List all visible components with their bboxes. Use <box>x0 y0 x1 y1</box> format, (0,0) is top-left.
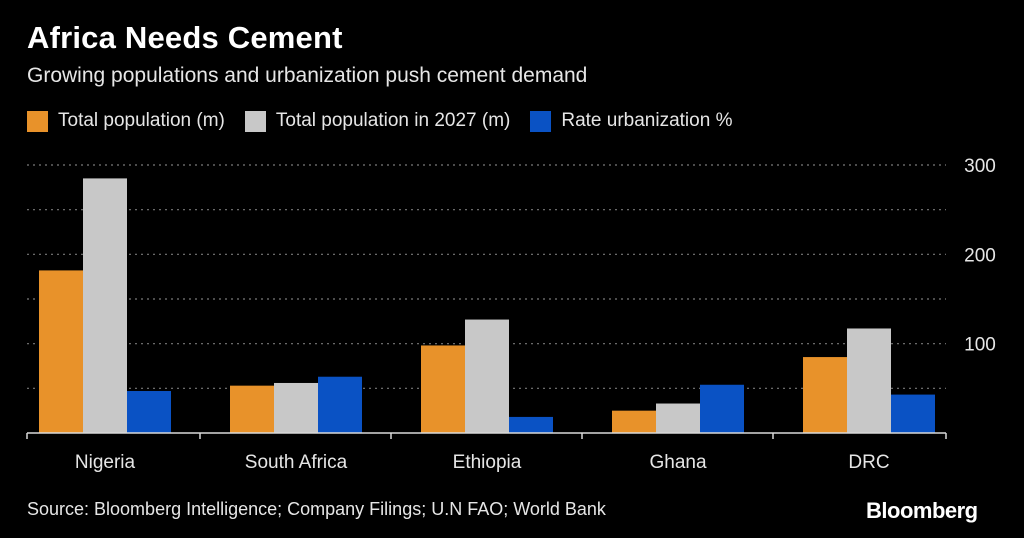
x-tick-label-drc: DRC <box>848 452 889 473</box>
bar-ethiopia-rate-urbanization <box>509 416 553 433</box>
legend-label-urbanization-rate: Rate urbanization % <box>561 110 733 131</box>
x-tick-label-nigeria: Nigeria <box>75 452 136 473</box>
bar-ethiopia-total-population-m <box>421 345 465 433</box>
legend-item-population-2027: Total population in 2027 (m) <box>244 110 511 132</box>
bar-ghana-total-population-m <box>612 410 656 433</box>
bars <box>39 178 935 433</box>
axes: 300 200 100 Nigeria South Africa Ethiopia Ghan… <box>26 156 996 473</box>
x-tick-label-ethiopia: Ethiopia <box>453 452 522 473</box>
legend-label-population-2027: Total population in 2027 (m) <box>275 110 511 131</box>
bar-nigeria-total-population-in-2027-m <box>83 178 127 433</box>
legend-swatch-population-2027 <box>244 110 266 132</box>
y-tick-label-100: 100 <box>964 335 996 356</box>
legend-swatch-total-population <box>27 110 48 132</box>
bar-nigeria-total-population-m <box>39 270 83 433</box>
bar-south-africa-total-population-m <box>230 385 274 433</box>
bar-nigeria-rate-urbanization <box>127 391 171 433</box>
source-note: Source: Bloomberg Intelligence; Company … <box>27 499 606 519</box>
y-tick-label-200: 200 <box>964 245 996 266</box>
bar-ethiopia-total-population-in-2027-m <box>465 319 509 433</box>
chart-title: Africa Needs Cement <box>27 20 343 55</box>
legend-label-total-population: Total population (m) <box>58 110 225 131</box>
bar-drc-rate-urbanization <box>891 394 935 433</box>
bar-south-africa-total-population-in-2027-m <box>274 382 318 433</box>
bloomberg-logo: Bloomberg <box>866 498 978 523</box>
legend-item-urbanization-rate: Rate urbanization % <box>530 110 732 132</box>
chart-legend: Total population (m) Total population in… <box>27 108 752 134</box>
x-tick-label-south-africa: South Africa <box>245 452 348 473</box>
chart-subtitle: Growing populations and urbanization pus… <box>27 64 588 87</box>
y-tick-label-300: 300 <box>964 156 996 177</box>
bar-south-africa-rate-urbanization <box>318 376 362 433</box>
bar-ghana-rate-urbanization <box>700 384 744 433</box>
legend-item-total-population: Total population (m) <box>27 110 225 132</box>
bar-ghana-total-population-in-2027-m <box>656 403 700 433</box>
x-tick-label-ghana: Ghana <box>649 452 706 473</box>
legend-swatch-urbanization-rate <box>530 110 552 132</box>
bar-drc-total-population-in-2027-m <box>847 328 891 433</box>
bar-drc-total-population-m <box>803 357 847 433</box>
